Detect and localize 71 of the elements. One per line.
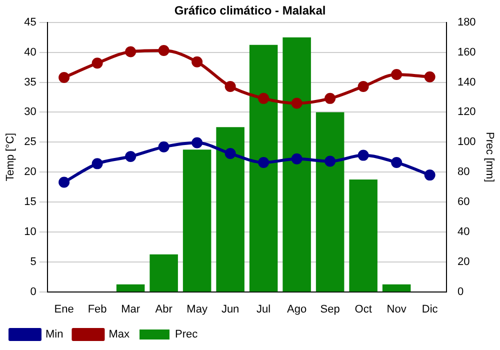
x-tick-label: Sep — [320, 303, 340, 316]
y-tick-label: 20 — [24, 166, 36, 178]
bar — [182, 150, 212, 292]
point — [58, 72, 70, 83]
point — [125, 151, 136, 162]
point — [92, 158, 103, 170]
point — [92, 58, 103, 69]
x-tick-label: Jun — [221, 303, 240, 316]
y-tick-label: 35 — [24, 76, 36, 88]
bar — [349, 180, 378, 292]
point — [391, 68, 402, 80]
point — [125, 46, 136, 58]
point — [258, 156, 270, 168]
point — [324, 156, 336, 167]
y2-tick-label: 140 — [457, 76, 476, 88]
y2-tick-label: 0 — [457, 286, 464, 298]
y-tick-label: 25 — [24, 136, 36, 148]
bar — [216, 127, 244, 292]
x-tick-label: Feb — [88, 303, 107, 316]
y-tick-label: 0 — [30, 286, 36, 298]
x-tick-label: May — [186, 303, 208, 316]
legend-label: Min — [46, 328, 64, 341]
y2-tick-label: 120 — [457, 106, 476, 118]
y2-tick-label: 80 — [457, 166, 470, 178]
point — [358, 80, 369, 92]
point — [192, 137, 203, 148]
point — [158, 141, 170, 152]
point — [324, 92, 336, 104]
y-axis-title: Temp [°C] — [4, 132, 17, 182]
legend-label: Max — [108, 328, 130, 341]
point — [158, 45, 170, 56]
y2-tick-label: 160 — [457, 46, 476, 58]
x-tick-label: Dic — [422, 303, 438, 316]
point — [192, 56, 203, 68]
point — [424, 170, 436, 181]
chart-title: Gráfico climático - Malakal — [174, 4, 326, 18]
x-tick-label: Abr — [155, 303, 173, 316]
bar — [249, 44, 278, 292]
x-tick-label: Nov — [386, 303, 407, 316]
y2-axis-title: Prec [mm] — [483, 132, 496, 182]
point — [224, 80, 236, 92]
y2-tick-label: 20 — [457, 256, 470, 268]
x-tick-label: Mar — [121, 303, 140, 316]
x-tick-label: Jul — [256, 303, 271, 316]
point — [424, 71, 436, 82]
point — [291, 98, 302, 109]
legend-label: Prec — [175, 328, 198, 341]
y2-tick-label: 180 — [457, 16, 476, 28]
y-tick-label: 15 — [24, 196, 36, 208]
y-tick-label: 30 — [24, 106, 36, 118]
x-tick-label: Ago — [287, 303, 307, 316]
x-tick-label: Oct — [354, 303, 372, 316]
y-tick-label: 40 — [24, 46, 36, 58]
y-tick-label: 5 — [30, 256, 36, 268]
bar — [150, 254, 178, 292]
point — [358, 150, 369, 161]
y-tick-label: 45 — [24, 16, 36, 28]
point — [58, 176, 70, 188]
y2-tick-label: 100 — [457, 136, 476, 148]
y-tick-label: 10 — [24, 226, 36, 238]
point — [258, 92, 270, 104]
point — [224, 148, 236, 160]
bar — [282, 37, 311, 292]
bar — [316, 112, 344, 292]
x-tick-label: Ene — [54, 303, 74, 316]
point — [391, 156, 402, 168]
y2-tick-label: 60 — [457, 196, 470, 208]
point — [291, 153, 302, 164]
bar — [382, 284, 411, 292]
y2-tick-label: 40 — [457, 226, 470, 238]
bar — [116, 284, 145, 292]
